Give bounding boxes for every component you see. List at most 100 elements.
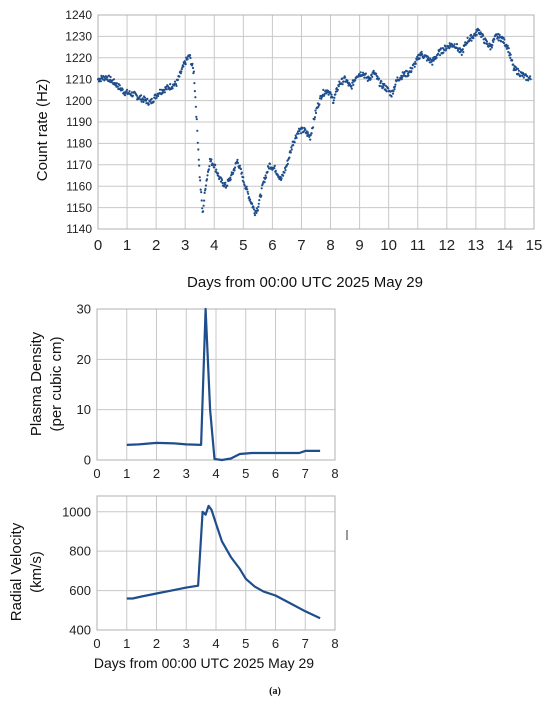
y-tick-label: 600 bbox=[69, 583, 91, 598]
count-rate-point bbox=[240, 171, 243, 174]
count-rate-point bbox=[521, 74, 524, 77]
count-rate-point bbox=[100, 74, 103, 77]
count-rate-point bbox=[413, 65, 416, 68]
count-rate-point bbox=[517, 69, 521, 72]
count-rate-point bbox=[194, 105, 197, 108]
count-rate-point bbox=[295, 136, 298, 139]
x-tick-label: 1 bbox=[123, 237, 131, 254]
x-tick-label: 0 bbox=[93, 466, 100, 481]
count-rate-point bbox=[438, 54, 442, 57]
x-tick-label: 2 bbox=[153, 636, 160, 651]
count-rate-point bbox=[242, 176, 245, 179]
count-rate-point bbox=[341, 83, 344, 86]
x-tick-label: 1 bbox=[123, 466, 130, 481]
count-rate-point bbox=[489, 48, 492, 51]
x-tick-label: 3 bbox=[183, 636, 190, 651]
count-rate-point bbox=[169, 83, 172, 86]
count-rate-point bbox=[115, 82, 118, 85]
count-rate-point bbox=[155, 96, 158, 99]
x-tick-label: 4 bbox=[210, 237, 218, 254]
count-rate-point bbox=[208, 165, 211, 168]
y-tick-label: 1170 bbox=[66, 158, 92, 172]
count-rate-point bbox=[280, 177, 283, 180]
count-rate-point bbox=[204, 184, 208, 187]
count-rate-point bbox=[359, 71, 362, 74]
count-rate-point bbox=[247, 192, 250, 195]
count-rate-point bbox=[383, 82, 386, 86]
count-rate-point bbox=[210, 158, 213, 161]
count-rate-point bbox=[366, 79, 369, 82]
count-rate-point bbox=[236, 158, 239, 161]
y-tick-label: 1220 bbox=[65, 51, 92, 65]
count-rate-point bbox=[491, 44, 494, 47]
count-rate-point bbox=[444, 45, 447, 48]
count-rate-point bbox=[222, 185, 226, 188]
count-rate-point bbox=[351, 81, 354, 84]
count-rate-point bbox=[124, 94, 127, 97]
count-rate-point bbox=[149, 100, 152, 103]
count-rate-point bbox=[290, 148, 293, 151]
count-rate-point bbox=[390, 95, 393, 98]
count-rate-point bbox=[431, 63, 434, 66]
count-rate-point bbox=[414, 60, 417, 63]
count-rate-point bbox=[184, 63, 187, 66]
count-rate-point bbox=[200, 199, 203, 202]
count-rate-point bbox=[229, 178, 232, 181]
count-rate-point bbox=[238, 164, 241, 167]
count-rate-point bbox=[221, 181, 224, 185]
count-rate-point bbox=[391, 92, 395, 95]
count-rate-grid bbox=[97, 14, 535, 230]
x-tick-label: 5 bbox=[239, 237, 247, 254]
count-rate-point bbox=[274, 169, 277, 172]
x-tick-label: 12 bbox=[438, 237, 455, 254]
count-rate-point bbox=[173, 80, 177, 83]
count-rate-point bbox=[186, 58, 189, 61]
count-rate-point bbox=[158, 88, 162, 91]
count-rate-point bbox=[224, 181, 227, 184]
count-rate-point bbox=[338, 80, 341, 83]
count-rate-point bbox=[313, 118, 316, 121]
count-rate-point bbox=[453, 43, 456, 46]
count-rate-point bbox=[444, 49, 447, 52]
count-rate-point bbox=[377, 77, 381, 80]
count-rate-point bbox=[310, 132, 313, 135]
y-tick-label: 1180 bbox=[66, 137, 92, 151]
count-rate-point bbox=[248, 196, 251, 199]
count-rate-point bbox=[466, 36, 469, 40]
radial-velocity-y-axis-title-line2: (km/s) bbox=[28, 551, 45, 593]
count-rate-point bbox=[206, 174, 209, 177]
count-rate-point bbox=[420, 50, 423, 54]
count-rate-point bbox=[469, 33, 473, 36]
count-rate-point bbox=[283, 171, 286, 174]
count-rate-point bbox=[229, 176, 232, 179]
count-rate-point bbox=[125, 90, 128, 93]
count-rate-y-ticks: 1140 1150 1160 1170 1180 1190 1200 1210 1220 1230… bbox=[65, 8, 92, 236]
count-rate-point bbox=[268, 162, 272, 165]
count-rate-point bbox=[197, 158, 200, 161]
y-tick-label: 800 bbox=[69, 544, 91, 559]
count-rate-point bbox=[370, 73, 373, 76]
count-rate-point bbox=[350, 85, 353, 88]
count-rate-point bbox=[354, 79, 357, 82]
count-rate-point bbox=[146, 97, 149, 100]
count-rate-point bbox=[524, 73, 527, 76]
count-rate-point bbox=[507, 50, 510, 54]
count-rate-point bbox=[199, 179, 202, 182]
count-rate-point bbox=[157, 94, 160, 98]
count-rate-point bbox=[516, 67, 520, 70]
count-rate-point bbox=[171, 87, 174, 90]
x-tick-label: 10 bbox=[380, 237, 397, 254]
count-rate-point bbox=[502, 42, 506, 45]
count-rate-point bbox=[527, 79, 530, 82]
count-rate-point bbox=[382, 86, 385, 89]
count-rate-point bbox=[400, 74, 403, 77]
x-tick-label: 8 bbox=[326, 237, 334, 254]
count-rate-point bbox=[298, 129, 301, 133]
count-rate-point bbox=[109, 75, 112, 79]
count-rate-point bbox=[180, 70, 183, 73]
count-rate-point bbox=[526, 75, 529, 78]
count-rate-point bbox=[337, 85, 340, 88]
count-rate-point bbox=[379, 81, 382, 85]
count-rate-point bbox=[331, 96, 334, 99]
count-rate-point bbox=[293, 141, 296, 144]
